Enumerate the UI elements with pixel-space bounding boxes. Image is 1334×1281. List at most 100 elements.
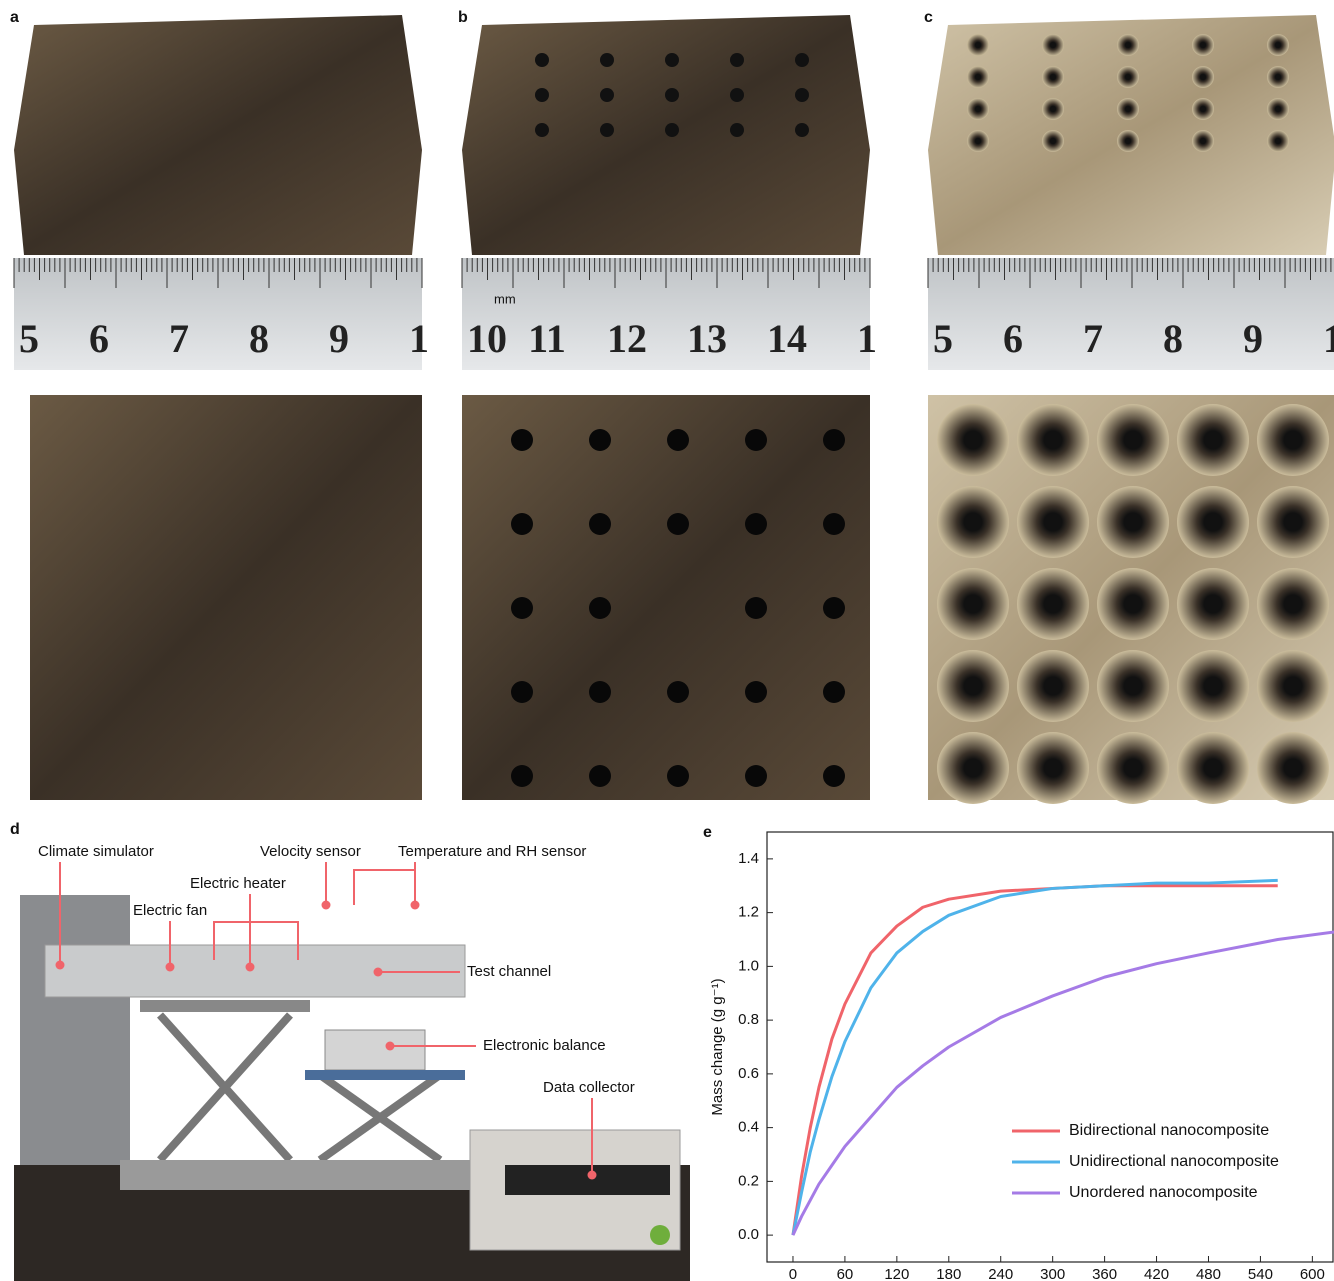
hole xyxy=(535,123,549,137)
hole xyxy=(1117,130,1139,152)
ruler-number: 6 xyxy=(1003,316,1023,361)
hole xyxy=(1117,98,1139,120)
panel-label: a xyxy=(10,9,19,26)
ruler xyxy=(928,258,1334,370)
hole xyxy=(600,123,614,137)
y-tick-label: 0.8 xyxy=(738,1011,759,1028)
callout-label: Electric fan xyxy=(133,902,207,919)
hole xyxy=(1017,486,1089,558)
hole xyxy=(1097,486,1169,558)
page: a567891b10111213141mmc567891dClimate sim… xyxy=(0,0,1334,1281)
callout-label: Test channel xyxy=(467,963,551,980)
hole xyxy=(1257,486,1329,558)
callout-label: Climate simulator xyxy=(38,843,154,860)
panel-label: d xyxy=(10,821,20,838)
legend-label: Unidirectional nanocomposite xyxy=(1069,1153,1279,1170)
callout-dot xyxy=(588,1171,597,1180)
hole xyxy=(1017,732,1089,804)
ruler-number: 8 xyxy=(1163,316,1183,361)
hole xyxy=(1117,66,1139,88)
ruler-number: 1 xyxy=(857,316,877,361)
y-tick-label: 1.4 xyxy=(738,850,759,867)
ruler-number: 7 xyxy=(1083,316,1103,361)
hole xyxy=(823,429,845,451)
hole xyxy=(823,513,845,535)
hole xyxy=(730,123,744,137)
hole xyxy=(589,513,611,535)
legend-label: Unordered nanocomposite xyxy=(1069,1184,1258,1201)
panel-label: b xyxy=(458,9,468,26)
hole xyxy=(1267,66,1289,88)
x-tick-label: 360 xyxy=(1092,1266,1117,1281)
hole xyxy=(745,513,767,535)
x-tick-label: 540 xyxy=(1248,1266,1273,1281)
y-tick-label: 0.0 xyxy=(738,1226,759,1243)
hole xyxy=(1177,732,1249,804)
hole xyxy=(1097,404,1169,476)
series-line xyxy=(793,880,1278,1235)
setup-photo xyxy=(14,840,690,1281)
hole xyxy=(1267,98,1289,120)
hole xyxy=(937,404,1009,476)
series-line xyxy=(793,886,1278,1235)
ruler-number: 10 xyxy=(467,316,507,361)
x-tick-label: 420 xyxy=(1144,1266,1169,1281)
hole xyxy=(823,765,845,787)
hole xyxy=(535,53,549,67)
hole xyxy=(667,429,689,451)
y-axis-label: Mass change (g g⁻¹) xyxy=(709,978,726,1115)
x-tick-label: 480 xyxy=(1196,1266,1221,1281)
hole xyxy=(1192,34,1214,56)
hole xyxy=(1177,404,1249,476)
hole xyxy=(1267,34,1289,56)
hole xyxy=(823,681,845,703)
hole xyxy=(589,597,611,619)
figure: a567891b10111213141mmc567891dClimate sim… xyxy=(0,0,1334,1281)
x-tick-label: 240 xyxy=(988,1266,1013,1281)
callout-label: Temperature and RH sensor xyxy=(398,843,586,860)
hole xyxy=(1042,130,1064,152)
hole xyxy=(589,681,611,703)
ruler-number: 11 xyxy=(528,316,566,361)
callout-dot xyxy=(166,963,175,972)
hole xyxy=(745,765,767,787)
hole xyxy=(730,53,744,67)
hole xyxy=(1267,130,1289,152)
hole xyxy=(937,486,1009,558)
hole xyxy=(1257,650,1329,722)
hole xyxy=(589,765,611,787)
x-tick-label: 60 xyxy=(837,1266,854,1281)
y-tick-label: 0.2 xyxy=(738,1172,759,1189)
ruler-number: 5 xyxy=(19,316,39,361)
hole xyxy=(600,53,614,67)
hole xyxy=(1042,66,1064,88)
y-tick-label: 1.2 xyxy=(738,904,759,921)
ruler-number: 8 xyxy=(249,316,269,361)
hole xyxy=(1257,404,1329,476)
hole xyxy=(795,53,809,67)
hole xyxy=(937,568,1009,640)
hole xyxy=(967,34,989,56)
x-tick-label: 180 xyxy=(936,1266,961,1281)
hole xyxy=(665,123,679,137)
hole xyxy=(967,130,989,152)
ruler-number: 12 xyxy=(607,316,647,361)
hole xyxy=(795,88,809,102)
hole xyxy=(511,513,533,535)
panel-label: e xyxy=(703,824,712,841)
hole xyxy=(511,597,533,619)
hole xyxy=(1097,568,1169,640)
hole xyxy=(1117,34,1139,56)
x-tick-label: 0 xyxy=(789,1266,797,1281)
hole xyxy=(1257,732,1329,804)
ruler-number: 13 xyxy=(687,316,727,361)
callout-label: Data collector xyxy=(543,1079,635,1096)
sample-photo xyxy=(14,15,422,255)
callout-dot xyxy=(322,901,331,910)
hole xyxy=(967,98,989,120)
ruler-number: 6 xyxy=(89,316,109,361)
hole xyxy=(511,681,533,703)
hole xyxy=(967,66,989,88)
callout-label: Electric heater xyxy=(190,875,286,892)
hole xyxy=(745,681,767,703)
